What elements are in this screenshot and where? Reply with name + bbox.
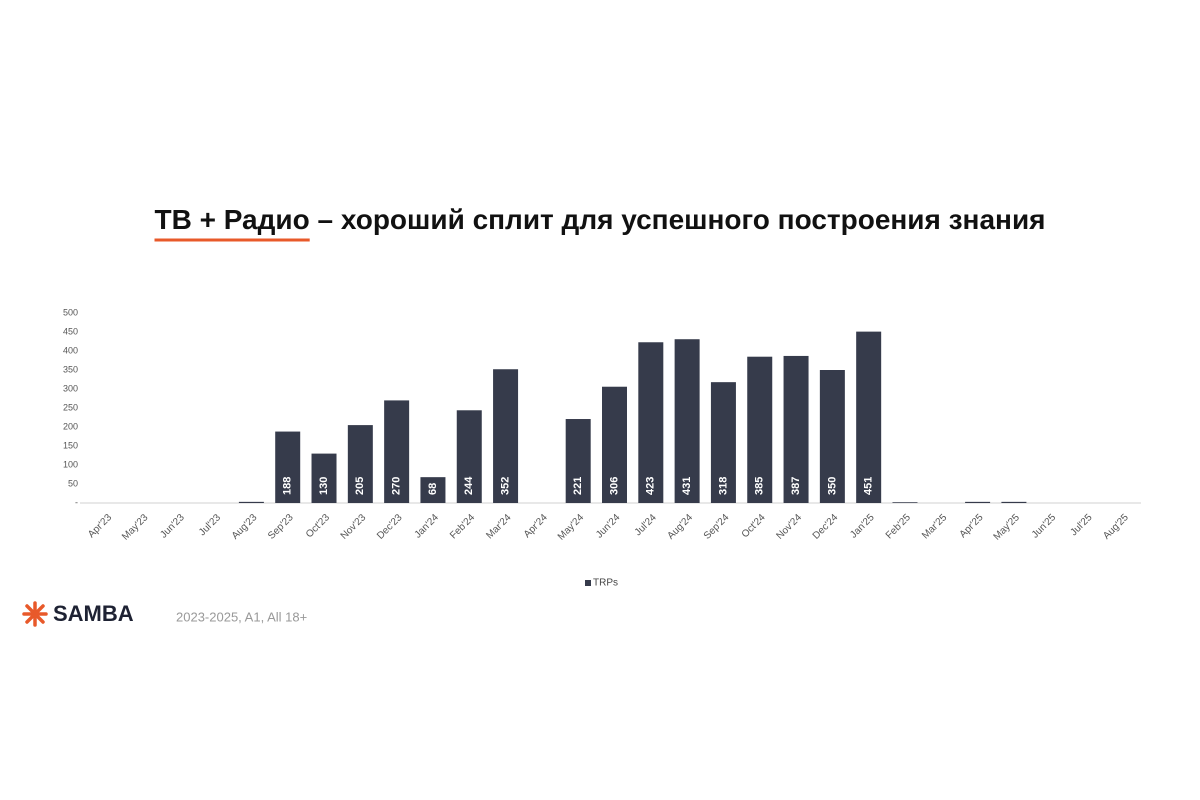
bar (674, 339, 700, 503)
value-label: 306 (608, 477, 620, 495)
value-label: 270 (391, 477, 403, 495)
legend-label: TRPs (593, 578, 618, 589)
y-tick-label: 500 (63, 307, 78, 317)
bar (892, 502, 918, 503)
value-label: 352 (499, 477, 511, 495)
bar (347, 425, 373, 503)
bar (747, 356, 773, 503)
title-highlight: ТВ + Радио (155, 204, 310, 235)
y-tick-label: 400 (63, 345, 78, 355)
value-label: 221 (572, 477, 584, 495)
bar (565, 419, 591, 503)
bar (819, 370, 845, 503)
value-label: 205 (354, 477, 366, 495)
y-tick-label: 350 (63, 364, 78, 374)
bar (602, 386, 627, 503)
bar (1001, 501, 1027, 503)
y-tick-label: 300 (63, 383, 78, 393)
logo-mark (22, 601, 48, 627)
value-label: 68 (427, 483, 439, 495)
y-tick-label: 150 (63, 440, 78, 450)
bar (783, 355, 809, 503)
bar (238, 501, 264, 503)
footnote: 2023-2025, A1, All 18+ (176, 609, 307, 624)
bar (311, 453, 337, 503)
value-label: 431 (681, 477, 693, 495)
value-label: 244 (463, 476, 475, 495)
value-label: 423 (645, 477, 657, 495)
title-rest: – хороший сплит для успешного построения… (317, 204, 1045, 235)
bar (965, 501, 991, 503)
value-label: 387 (790, 477, 802, 495)
logo-text: SAMBA (53, 601, 134, 626)
bar (275, 431, 301, 503)
value-label: 188 (282, 477, 294, 495)
y-tick-label: 50 (68, 478, 78, 488)
y-tick-label: - (75, 497, 78, 507)
bar (493, 369, 519, 503)
bar (384, 400, 410, 503)
y-tick-label: 250 (63, 402, 78, 412)
chart-title: ТВ + Радио – хороший сплит для успешного… (155, 204, 1046, 235)
bar (420, 477, 446, 503)
value-label: 451 (863, 477, 875, 495)
bar (638, 342, 664, 503)
value-label: 350 (826, 477, 838, 495)
value-label: 385 (754, 477, 766, 495)
legend-swatch (585, 580, 591, 586)
y-tick-label: 200 (63, 421, 78, 431)
y-tick-label: 100 (63, 459, 78, 469)
value-label: 318 (717, 477, 729, 495)
value-label: 130 (318, 477, 330, 495)
bar (856, 331, 882, 503)
bar (456, 410, 482, 503)
y-tick-label: 450 (63, 326, 78, 336)
bar (710, 382, 736, 503)
